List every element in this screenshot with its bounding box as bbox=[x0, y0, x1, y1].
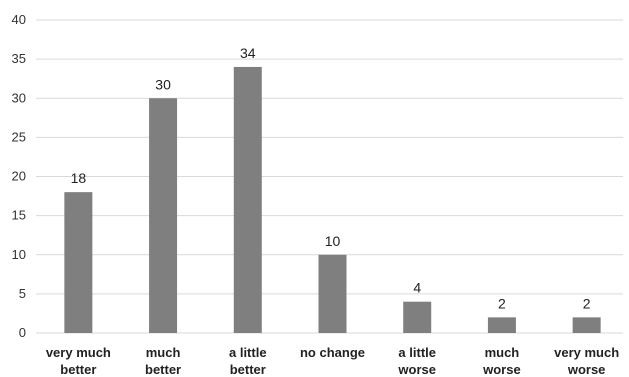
x-tick-label: a little bbox=[398, 345, 436, 360]
x-tick-label: worse bbox=[397, 362, 436, 377]
x-tick-label: worse bbox=[482, 362, 521, 377]
x-axis-categories: very much better much better a little better n… bbox=[46, 345, 619, 377]
bars bbox=[64, 66, 601, 333]
y-tick-label: 25 bbox=[12, 129, 26, 144]
x-tick-label: very much bbox=[46, 345, 111, 360]
y-tick-label: 35 bbox=[12, 51, 26, 66]
data-label: 2 bbox=[498, 295, 506, 311]
y-axis-ticks: 0 5 10 15 20 25 30 35 40 bbox=[12, 12, 26, 340]
y-tick-label: 15 bbox=[12, 208, 26, 223]
y-tick-label: 10 bbox=[12, 247, 26, 262]
y-tick-label: 40 bbox=[12, 12, 26, 27]
data-labels: 18 30 34 10 4 2 2 bbox=[71, 45, 591, 311]
x-tick-label: worse bbox=[567, 362, 606, 377]
x-tick-label: much bbox=[146, 345, 181, 360]
x-tick-label: better bbox=[230, 362, 266, 377]
data-label: 10 bbox=[325, 233, 341, 249]
y-tick-label: 5 bbox=[19, 286, 26, 301]
x-tick-label: better bbox=[60, 362, 96, 377]
data-label: 2 bbox=[583, 295, 591, 311]
data-label: 18 bbox=[71, 170, 87, 186]
bar bbox=[487, 317, 516, 333]
y-tick-label: 20 bbox=[12, 169, 26, 184]
x-tick-label: very much bbox=[554, 345, 619, 360]
x-tick-label: much bbox=[485, 345, 520, 360]
bar bbox=[403, 301, 432, 333]
data-label: 4 bbox=[413, 280, 421, 296]
gridlines bbox=[36, 19, 623, 334]
data-label: 30 bbox=[155, 76, 171, 92]
x-tick-label: no change bbox=[300, 345, 365, 360]
y-tick-label: 30 bbox=[12, 90, 26, 105]
bar bbox=[233, 66, 262, 333]
bar bbox=[572, 317, 601, 333]
data-label: 34 bbox=[240, 45, 256, 61]
bar bbox=[64, 192, 93, 333]
y-tick-label: 0 bbox=[19, 325, 26, 340]
x-tick-label: better bbox=[145, 362, 181, 377]
x-tick-label: a little bbox=[229, 345, 267, 360]
bar bbox=[318, 254, 347, 333]
bar bbox=[149, 98, 178, 333]
